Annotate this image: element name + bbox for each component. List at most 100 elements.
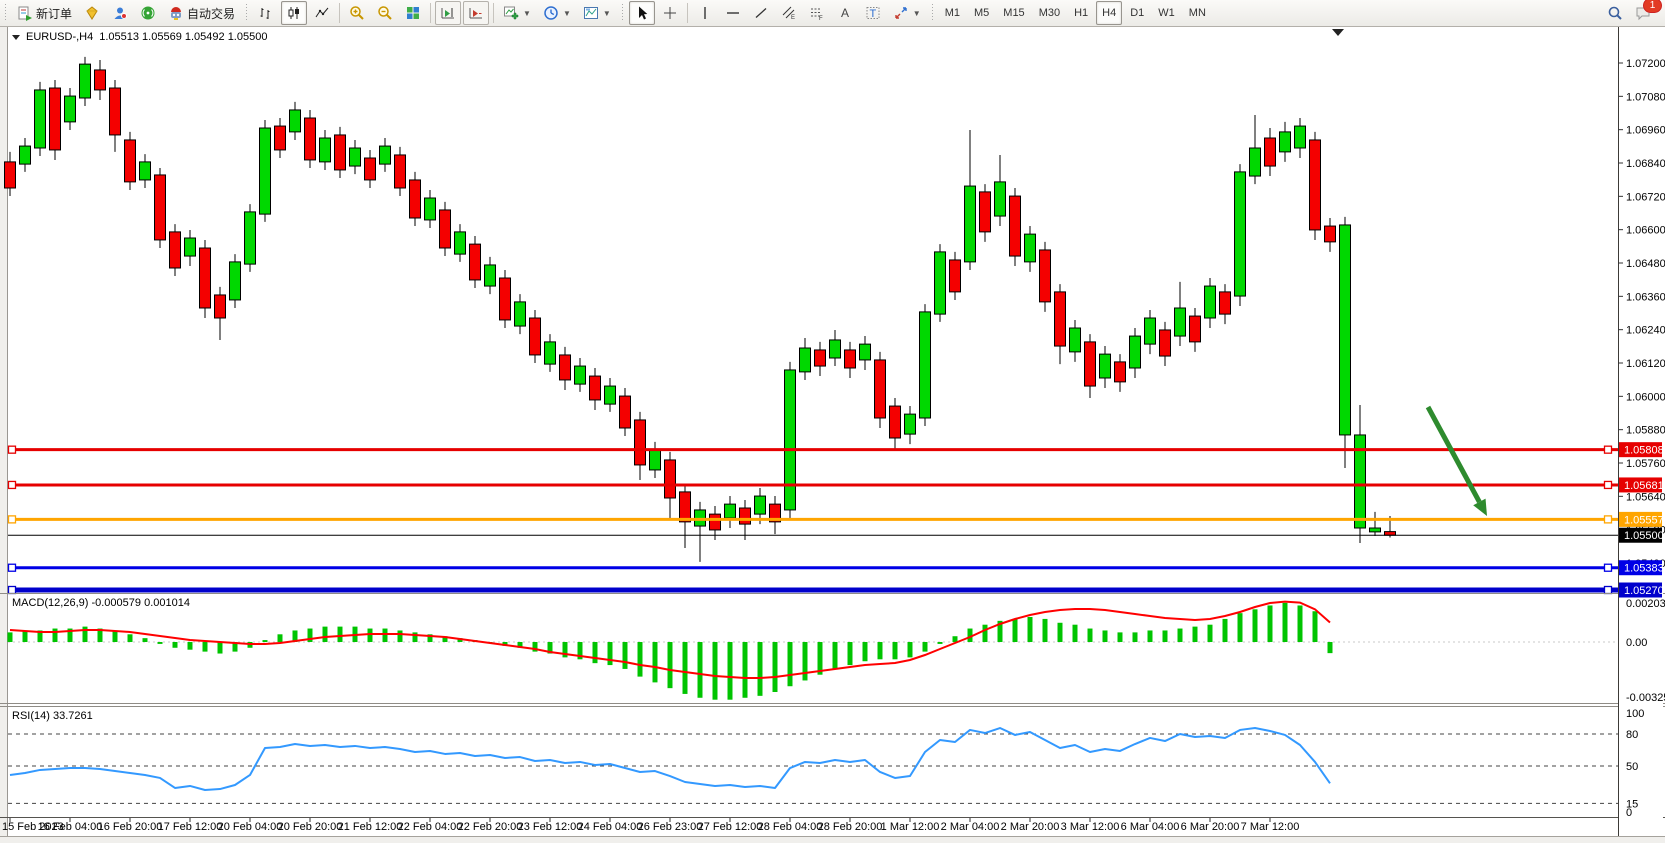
candle-body bbox=[1114, 361, 1126, 383]
chat-button[interactable]: 1 bbox=[1630, 0, 1662, 25]
autotrading-button[interactable]: 自动交易 bbox=[163, 1, 240, 25]
macd-histogram-bar bbox=[1147, 630, 1153, 642]
candle-body bbox=[469, 243, 481, 281]
arrow-annotation[interactable] bbox=[1425, 405, 1487, 516]
text-tool-button[interactable]: A bbox=[832, 1, 858, 25]
date-tick-label: 20 Feb 20:00 bbox=[278, 821, 343, 833]
crosshair-tool-button[interactable] bbox=[657, 1, 683, 25]
metaeditor-button[interactable] bbox=[79, 1, 105, 25]
timeframe-button-M15[interactable]: M15 bbox=[1003, 7, 1025, 19]
fibonacci-tool-button[interactable]: F bbox=[804, 1, 830, 25]
line-drag-handle[interactable] bbox=[7, 445, 17, 454]
date-tick-label: 21 Feb 12:00 bbox=[338, 821, 403, 833]
vertical-line-tool-button[interactable] bbox=[692, 1, 718, 25]
text-label-tool-button[interactable]: T bbox=[860, 1, 886, 25]
line-drag-handle[interactable] bbox=[7, 585, 17, 595]
templates-button[interactable]: ▼ bbox=[578, 1, 616, 25]
timeframe-button-W1[interactable]: W1 bbox=[1158, 7, 1175, 19]
main-toolbar: 新订单 自动交易 bbox=[0, 0, 1665, 27]
macd-indicator-label: MACD(12,26,9) -0.000579 0.001014 bbox=[12, 597, 190, 609]
macd-histogram-bar bbox=[7, 632, 13, 642]
price-tick-label: 1.06120 bbox=[1626, 358, 1665, 370]
zoom-in-button[interactable] bbox=[344, 1, 370, 25]
date-tick-label: 7 Mar 12:00 bbox=[1241, 821, 1300, 833]
candle-body bbox=[1054, 291, 1066, 347]
auto-scroll-button[interactable] bbox=[463, 1, 490, 25]
zoom-out-button[interactable] bbox=[372, 1, 398, 25]
candle-body bbox=[1339, 224, 1351, 436]
candle-body bbox=[1249, 147, 1261, 177]
line-drag-handle[interactable] bbox=[1603, 563, 1613, 572]
macd-histogram-bar bbox=[52, 628, 58, 642]
price-axis[interactable]: 1.07200 1.07080 1.06960 1.06840 1.06720 1.066… bbox=[1618, 27, 1665, 836]
horizontal-line-tool-button[interactable] bbox=[720, 1, 746, 25]
signals-button[interactable] bbox=[135, 1, 161, 25]
macd-histogram-bar bbox=[232, 642, 238, 652]
search-button[interactable] bbox=[1602, 1, 1628, 25]
macd-histogram-bar bbox=[1207, 624, 1213, 642]
template-icon bbox=[583, 5, 599, 21]
timeframe-button-H4[interactable]: H4 bbox=[1096, 1, 1123, 25]
chart-symbol-period: EURUSD-,H4 bbox=[26, 31, 94, 43]
cursor-tool-button[interactable] bbox=[628, 1, 655, 25]
line-chart-button[interactable] bbox=[309, 1, 335, 25]
line-drag-handle[interactable] bbox=[1603, 515, 1613, 524]
macd-histogram-bar bbox=[607, 642, 613, 666]
arrows-icon bbox=[893, 5, 909, 21]
line-drag-handle[interactable] bbox=[1603, 480, 1613, 490]
timeframe-button-M1[interactable]: M1 bbox=[944, 7, 960, 19]
macd-histogram-bar bbox=[847, 642, 853, 666]
candlestick-chart-button[interactable] bbox=[281, 1, 308, 25]
macd-histogram-bar bbox=[727, 642, 733, 700]
price-tick-label: 1.05760 bbox=[1626, 458, 1665, 470]
chart-ohlc-values: 1.05513 1.05569 1.05492 1.05500 bbox=[99, 31, 268, 43]
equidistant-channel-tool-button[interactable]: E bbox=[776, 1, 802, 25]
chart-shift-marker-icon[interactable] bbox=[1332, 29, 1344, 36]
timeframe-button-M30[interactable]: M30 bbox=[1038, 7, 1061, 19]
candle-body bbox=[1174, 307, 1186, 337]
candle-body bbox=[4, 161, 16, 189]
line-drag-handle[interactable] bbox=[7, 480, 17, 490]
tile-windows-button[interactable] bbox=[400, 1, 426, 25]
add-indicator-button[interactable]: ▼ bbox=[498, 1, 536, 25]
autotrading-robot-icon bbox=[168, 5, 184, 21]
candle-body bbox=[109, 87, 121, 136]
macd-histogram-bar bbox=[262, 640, 268, 642]
line-drag-handle[interactable] bbox=[1603, 445, 1613, 454]
candle-body bbox=[49, 87, 61, 151]
date-tick-label: 15 Feb 2023 bbox=[2, 821, 64, 833]
macd-histogram-bar bbox=[112, 630, 118, 642]
candle-body bbox=[1369, 527, 1381, 533]
chart-shift-button[interactable] bbox=[435, 1, 462, 25]
macd-histogram-bar bbox=[1102, 630, 1108, 642]
trendline-icon bbox=[753, 5, 769, 21]
arrows-tool-button[interactable]: ▼ bbox=[888, 1, 926, 25]
line-drag-handle[interactable] bbox=[1603, 585, 1613, 595]
candle-body bbox=[949, 259, 961, 293]
chart-canvas[interactable]: 1.07200 1.07080 1.06960 1.06840 1.06720 1.066… bbox=[0, 27, 1665, 843]
bar-chart-icon bbox=[258, 5, 274, 21]
timeframe-button-H1[interactable]: H1 bbox=[1074, 7, 1089, 19]
macd-histogram-bar bbox=[82, 626, 88, 642]
dropdown-caret-icon: ▼ bbox=[523, 8, 531, 18]
candle-body bbox=[259, 127, 271, 215]
bar-chart-button[interactable] bbox=[253, 1, 279, 25]
timeframe-button-MN[interactable]: MN bbox=[1188, 7, 1206, 19]
timeframe-button-D1[interactable]: D1 bbox=[1130, 7, 1145, 19]
profile-button[interactable] bbox=[107, 1, 133, 25]
timeframe-button-M5[interactable]: M5 bbox=[974, 7, 990, 19]
symbol-collapse-icon[interactable] bbox=[12, 34, 20, 40]
trendline-tool-button[interactable] bbox=[748, 1, 774, 25]
candle-body bbox=[1354, 434, 1366, 529]
candle-body bbox=[634, 419, 646, 466]
periods-button[interactable]: ▼ bbox=[538, 1, 576, 25]
line-drag-handle[interactable] bbox=[7, 563, 17, 572]
macd-histogram-bar bbox=[622, 642, 628, 669]
line-drag-handle[interactable] bbox=[7, 515, 17, 524]
macd-histogram-bar bbox=[877, 642, 883, 660]
toolbar-separator bbox=[339, 3, 341, 23]
price-tick-label: 1.06840 bbox=[1626, 158, 1665, 170]
candle-body bbox=[79, 63, 91, 99]
new-order-button[interactable]: 新订单 bbox=[12, 1, 77, 25]
